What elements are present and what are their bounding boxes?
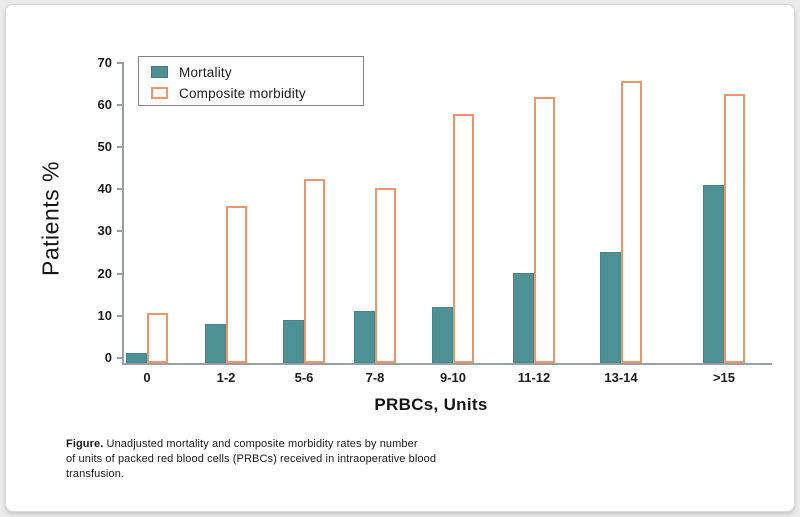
y-tick-0 bbox=[117, 357, 123, 359]
x-axis-line bbox=[122, 363, 772, 365]
y-axis-line bbox=[122, 62, 124, 364]
legend-item-mortality: Mortality bbox=[151, 64, 232, 80]
bar-mortality-13-14 bbox=[600, 252, 621, 363]
bar-composite-morbidity-0 bbox=[147, 312, 168, 363]
bar-mortality-0 bbox=[126, 353, 147, 363]
y-tick-label-10: 10 bbox=[97, 307, 112, 323]
bar-mortality-9-10 bbox=[432, 306, 453, 363]
x-tick-label->15: >15 bbox=[712, 370, 736, 385]
y-tick-label-50: 50 bbox=[97, 139, 112, 154]
y-tick-50 bbox=[117, 146, 123, 148]
caption-line: Unadjusted mortality and composite morbi… bbox=[106, 438, 418, 450]
y-tick-10 bbox=[117, 314, 123, 317]
legend-label: Composite morbidity bbox=[179, 85, 306, 101]
y-tick-30 bbox=[117, 230, 123, 233]
y-tick-60 bbox=[117, 103, 123, 106]
figure-card: Patients % Mortality Composite morbidity… bbox=[5, 4, 795, 512]
x-tick-label-13-14: 13-14 bbox=[604, 370, 638, 385]
y-tick-label-60: 60 bbox=[97, 96, 112, 112]
bar-composite-morbidity-13-14 bbox=[621, 80, 642, 363]
y-tick-label-70: 70 bbox=[97, 54, 112, 70]
composite-morbidity-swatch-icon bbox=[151, 87, 168, 99]
bar-mortality-5-6 bbox=[283, 320, 304, 363]
chart-legend: Mortality Composite morbidity bbox=[138, 56, 364, 106]
bar-composite-morbidity-9-10 bbox=[453, 114, 474, 363]
x-axis-title: PRBCs, Units bbox=[374, 395, 488, 414]
y-tick-label-30: 30 bbox=[97, 223, 112, 239]
bar-mortality->15 bbox=[703, 184, 724, 363]
y-tick-70 bbox=[117, 61, 123, 64]
bar-composite-morbidity-7-8 bbox=[375, 188, 396, 363]
y-tick-label-20: 20 bbox=[97, 265, 112, 281]
figure-caption: Figure. Unadjusted mortality and composi… bbox=[66, 437, 486, 482]
bar-composite-morbidity-11-12 bbox=[534, 96, 555, 363]
x-tick-label-9-10: 9-10 bbox=[439, 370, 467, 385]
x-tick-label-0: 0 bbox=[143, 370, 151, 385]
figure-caption-label: Figure. bbox=[66, 438, 104, 450]
bar-chart: Patients % Mortality Composite morbidity… bbox=[6, 5, 794, 511]
x-tick-label-5-6: 5-6 bbox=[294, 370, 314, 385]
caption-line: of units of packed red blood cells (PRBC… bbox=[66, 453, 437, 465]
mortality-swatch-icon bbox=[151, 66, 168, 78]
bar-mortality-7-8 bbox=[354, 310, 375, 363]
bar-composite-morbidity-1-2 bbox=[226, 205, 247, 363]
legend-item-composite-morbidity: Composite morbidity bbox=[151, 85, 306, 101]
y-tick-40 bbox=[117, 188, 123, 191]
x-tick-label-7-8: 7-8 bbox=[365, 370, 385, 385]
bar-composite-morbidity-5-6 bbox=[304, 178, 325, 363]
y-tick-label-40: 40 bbox=[97, 181, 112, 197]
caption-line: transfusion. bbox=[66, 468, 125, 480]
legend-label: Mortality bbox=[179, 64, 232, 80]
bar-composite-morbidity->15 bbox=[724, 93, 745, 363]
y-axis-title: Patients % bbox=[37, 161, 64, 276]
bar-mortality-11-12 bbox=[513, 272, 534, 363]
x-tick-label-11-12: 11-12 bbox=[517, 370, 551, 385]
y-tick-label-0: 0 bbox=[104, 350, 112, 365]
y-tick-20 bbox=[117, 272, 123, 275]
bar-mortality-1-2 bbox=[205, 324, 226, 363]
x-tick-label-1-2: 1-2 bbox=[216, 370, 236, 385]
